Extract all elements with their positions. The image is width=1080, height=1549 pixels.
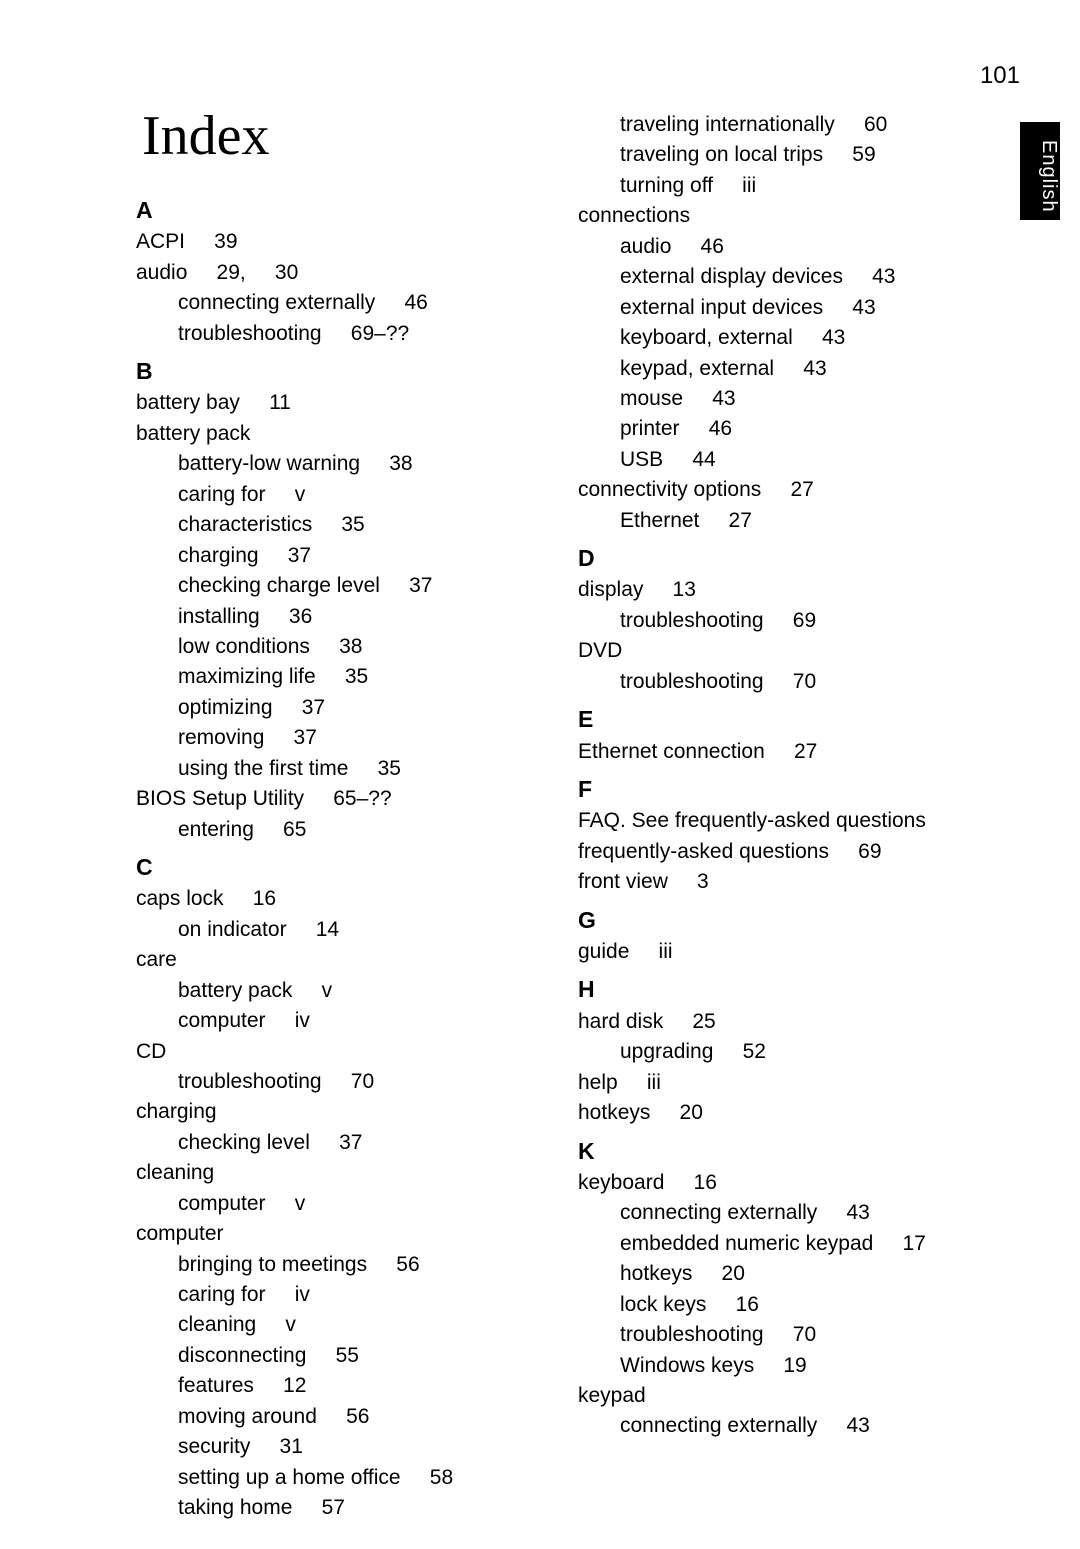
index-subentry: low conditions 38 [136,632,548,662]
index-subentry: checking charge level 37 [136,571,548,601]
index-section-letter: E [578,703,990,736]
index-section-letter: B [136,355,548,388]
index-columns: AACPI 39audio 29, 30connecting externall… [136,110,990,1524]
index-subentry: troubleshooting 69 [578,606,990,636]
index-section-letter: F [578,773,990,806]
index-subentry: optimizing 37 [136,693,548,723]
index-entry: BIOS Setup Utility 65–?? [136,784,548,814]
index-subentry: mouse 43 [578,384,990,414]
index-subentry: setting up a home office 58 [136,1463,548,1493]
index-subentry: lock keys 16 [578,1290,990,1320]
index-subentry: moving around 56 [136,1402,548,1432]
index-entry: Ethernet connection 27 [578,737,990,767]
index-subentry: printer 46 [578,414,990,444]
index-subentry: keyboard, external 43 [578,323,990,353]
index-subentry: security 31 [136,1432,548,1462]
index-entry: caps lock 16 [136,884,548,914]
index-section-letter: C [136,851,548,884]
index-entry: help iii [578,1068,990,1098]
index-entry: keypad [578,1381,990,1411]
index-subentry: charging 37 [136,541,548,571]
index-subentry: computer v [136,1189,548,1219]
index-entry: battery bay 11 [136,388,548,418]
index-section-letter: K [578,1135,990,1168]
index-entry: display 13 [578,575,990,605]
index-subentry: Windows keys 19 [578,1351,990,1381]
index-subentry: troubleshooting 70 [578,1320,990,1350]
index-entry: CD [136,1037,548,1067]
index-entry: ACPI 39 [136,227,548,257]
index-entry: audio 29, 30 [136,258,548,288]
index-subentry: removing 37 [136,723,548,753]
index-entry: guide iii [578,937,990,967]
index-subentry: battery-low warning 38 [136,449,548,479]
page-number: 101 [980,62,1020,90]
index-entry: DVD [578,636,990,666]
index-subentry: troubleshooting 70 [136,1067,548,1097]
index-subentry: caring for iv [136,1280,548,1310]
index-subentry: audio 46 [578,232,990,262]
index-subentry: external input devices 43 [578,293,990,323]
index-entry: hard disk 25 [578,1007,990,1037]
index-subentry: caring for v [136,480,548,510]
index-subentry: upgrading 52 [578,1037,990,1067]
index-subentry: Ethernet 27 [578,506,990,536]
index-subentry: using the first time 35 [136,754,548,784]
index-subentry: connecting externally 43 [578,1411,990,1441]
index-entry: charging [136,1097,548,1127]
index-subentry: troubleshooting 70 [578,667,990,697]
index-subentry: embedded numeric keypad 17 [578,1229,990,1259]
index-subentry: maximizing life 35 [136,662,548,692]
index-subentry: cleaning v [136,1310,548,1340]
index-entry: hotkeys 20 [578,1098,990,1128]
index-subentry: external display devices 43 [578,262,990,292]
index-subentry: checking level 37 [136,1128,548,1158]
index-subentry: characteristics 35 [136,510,548,540]
index-subentry: bringing to meetings 56 [136,1250,548,1280]
index-subentry: features 12 [136,1371,548,1401]
index-subentry: connecting externally 43 [578,1198,990,1228]
index-subentry: installing 36 [136,602,548,632]
index-subentry: on indicator 14 [136,915,548,945]
language-tab: English [1020,122,1060,220]
index-entry: frequently-asked questions 69 [578,837,990,867]
index-section-letter: H [578,973,990,1006]
index-subentry: disconnecting 55 [136,1341,548,1371]
index-left-column: AACPI 39audio 29, 30connecting externall… [136,110,548,1524]
index-subentry: connecting externally 46 [136,288,548,318]
index-entry: computer [136,1219,548,1249]
index-subentry: hotkeys 20 [578,1259,990,1289]
index-subentry: USB 44 [578,445,990,475]
index-subentry: troubleshooting 69–?? [136,319,548,349]
index-subentry: keypad, external 43 [578,354,990,384]
index-subentry: turning off iii [578,171,990,201]
index-entry: care [136,945,548,975]
index-subentry: computer iv [136,1006,548,1036]
index-entry: connections [578,201,990,231]
index-entry: cleaning [136,1158,548,1188]
index-section-letter: D [578,542,990,575]
index-entry: front view 3 [578,867,990,897]
index-entry: connectivity options 27 [578,475,990,505]
index-subentry: battery pack v [136,976,548,1006]
index-entry: keyboard 16 [578,1168,990,1198]
index-subentry: entering 65 [136,815,548,845]
index-section-letter: G [578,904,990,937]
index-entry: battery pack [136,419,548,449]
index-right-column: traveling internationally 60traveling on… [578,110,990,1524]
index-entry: FAQ. See frequently-asked questions [578,806,990,836]
index-section-letter: A [136,194,548,227]
index-subentry: traveling on local trips 59 [578,140,990,170]
index-subentry: taking home 57 [136,1493,548,1523]
index-subentry: traveling internationally 60 [578,110,990,140]
